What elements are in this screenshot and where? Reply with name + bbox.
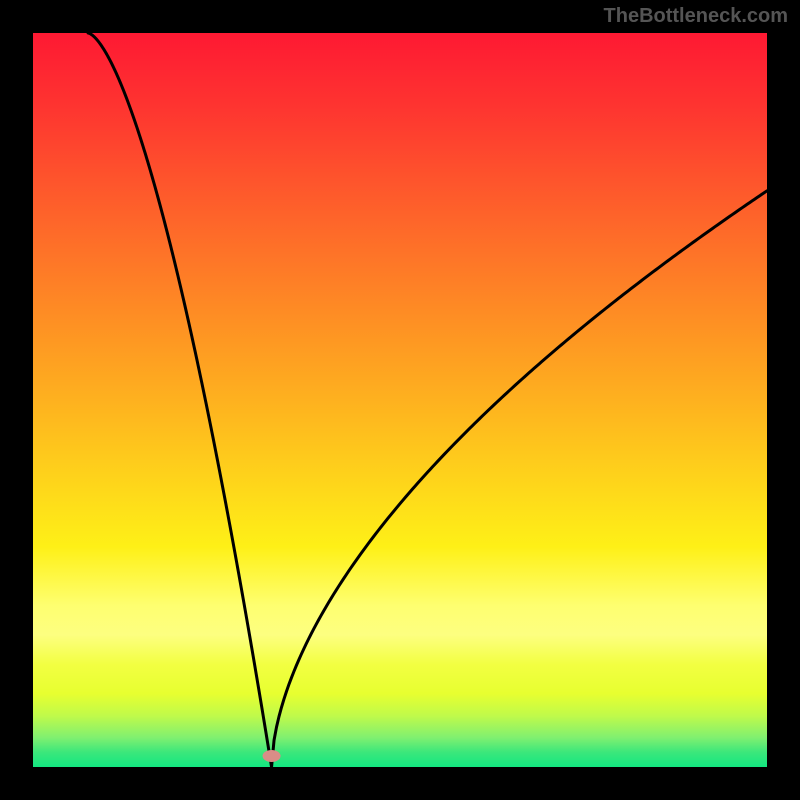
chart-container: TheBottleneck.com [0, 0, 800, 800]
bottleneck-chart [0, 0, 800, 800]
optimal-marker [263, 750, 281, 762]
watermark-text: TheBottleneck.com [604, 5, 788, 28]
